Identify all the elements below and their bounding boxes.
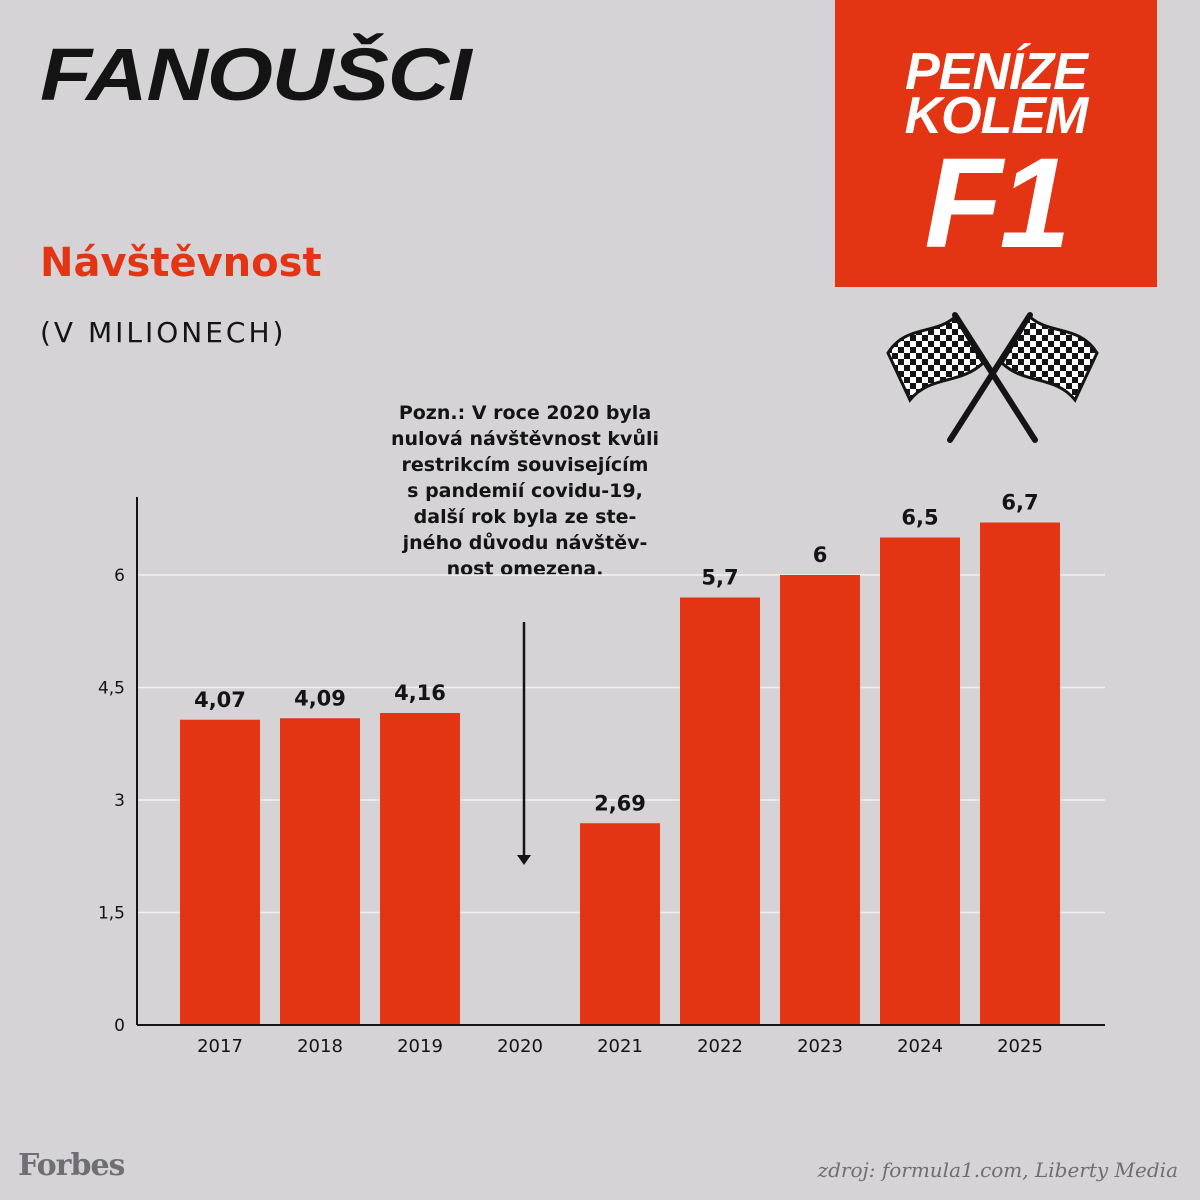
x-tick-label: 2023 (797, 1036, 843, 1057)
bar-2023 (780, 575, 860, 1025)
bar-2019 (380, 713, 460, 1025)
bar-2025 (980, 522, 1060, 1025)
x-tick-label: 2024 (897, 1036, 943, 1057)
y-tick-label: 0 (114, 1016, 125, 1036)
x-tick-label: 2022 (697, 1036, 743, 1057)
x-tick-label: 2019 (397, 1036, 443, 1057)
forbes-logo: Forbes (18, 1148, 125, 1183)
arrow-head (517, 855, 531, 865)
x-tick-label: 2017 (197, 1036, 243, 1057)
x-tick-label: 2020 (497, 1036, 543, 1057)
series-badge: PENÍZE KOLEM F1 (835, 0, 1157, 287)
value-label: 6,7 (1001, 491, 1038, 515)
bar-2017 (180, 719, 260, 1025)
y-tick-label: 6 (114, 566, 125, 586)
badge-line-3: F1 (924, 132, 1070, 275)
value-label: 4,07 (194, 688, 246, 712)
y-tick-label: 1,5 (98, 904, 125, 924)
bar-2022 (680, 597, 760, 1025)
badge-line-2: KOLEM (904, 87, 1089, 145)
x-tick-label: 2021 (597, 1036, 643, 1057)
value-label: 5,7 (701, 566, 738, 590)
chart-title: Návštěvnost (40, 240, 322, 286)
value-label: 6,5 (901, 506, 938, 530)
source-note: zdroj: formula1.com, Liberty Media (817, 1158, 1178, 1182)
x-tick-label: 2025 (997, 1036, 1043, 1057)
crossed-checkered-flags-icon (886, 312, 1099, 443)
y-tick-label: 4,5 (98, 679, 125, 699)
bar-2024 (880, 537, 960, 1025)
value-label: 2,69 (594, 791, 646, 815)
bar-2021 (580, 823, 660, 1025)
y-tick-label: 3 (114, 791, 125, 811)
chart-subtitle: (V MILIONECH) (40, 316, 287, 349)
value-label: 4,09 (294, 686, 346, 710)
bar-2018 (280, 718, 360, 1025)
value-label: 4,16 (394, 681, 446, 705)
x-tick-label: 2018 (297, 1036, 343, 1057)
page-title: FANOUŠCI (40, 33, 472, 116)
value-label: 6 (813, 543, 828, 567)
badge-line-1: PENÍZE (905, 43, 1088, 101)
